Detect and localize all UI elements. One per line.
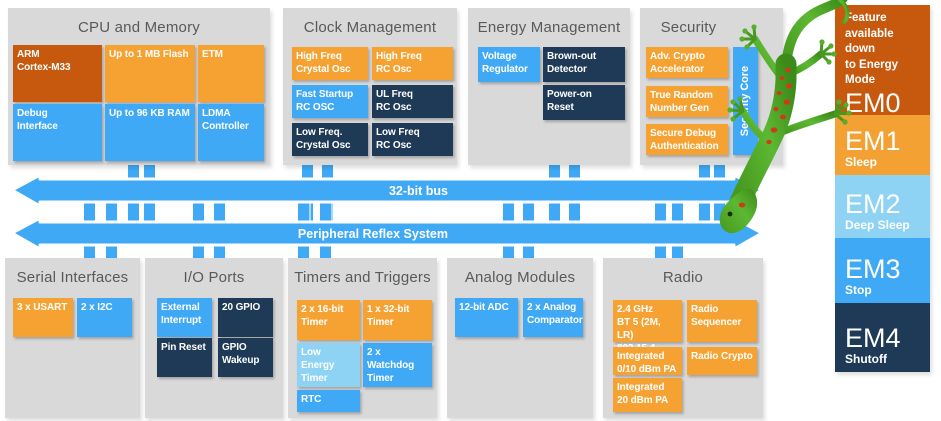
em3-label: EM3 <box>845 253 901 284</box>
block-analog-comparator: 2 x Analog Comparator <box>523 298 583 337</box>
bus-32bit-arrow <box>10 173 764 208</box>
panel-radio: Radio 2.4 GHz BT 5 (2M, LR) 802.15.4 Rad… <box>603 258 763 418</box>
block-hf-crystal-osc: High Freq Crystal Osc <box>292 47 368 80</box>
block-etm: ETM <box>198 45 264 102</box>
block-20-gpio: 20 GPIO <box>218 298 273 337</box>
em4-sublabel: Shutoff <box>845 352 887 366</box>
block-usart: 3 x USART <box>13 298 73 337</box>
block-brownout-detector: Brown-out Detector <box>543 47 625 82</box>
em4-label: EM4 <box>845 322 901 353</box>
panel-title-io-ports: I/O Ports <box>183 269 245 286</box>
em0-label: EM0 <box>845 87 901 118</box>
block-arm-cortex-m33: ARM Cortex-M33 <box>13 45 102 102</box>
panel-title-radio: Radio <box>662 269 704 286</box>
block-lf-crystal-osc: Low Freq. Crystal Osc <box>292 123 368 156</box>
panel-cpu-and-memory: CPU and Memory ARM Cortex-M33 Up to 1 MB… <box>8 8 270 165</box>
panel-title-energy-management: Energy Management <box>477 19 621 36</box>
em2-sublabel: Deep Sleep <box>845 218 910 232</box>
block-gpio-wakeup: GPIO Wakeup <box>218 338 273 377</box>
panel-title-serial-interfaces: Serial Interfaces <box>16 269 129 286</box>
block-pin-reset: Pin Reset <box>157 338 212 377</box>
energy-mode-em0: Feature available down to Energy Mode EM… <box>835 5 930 131</box>
panel-timers-and-triggers: Timers and Triggers 2 x 16-bit Timer 1 x… <box>288 258 437 418</box>
block-ldma-controller: LDMA Controller <box>198 104 264 161</box>
block-12bit-adc: 12-bit ADC <box>455 298 518 337</box>
energy-mode-em3: EM3 Stop <box>835 238 930 303</box>
panel-title-analog-modules: Analog Modules <box>464 269 576 286</box>
em2-label: EM2 <box>845 188 901 219</box>
block-pa-20-dbm: Integrated 20 dBm PA <box>613 378 682 412</box>
bus-prs-label: Peripheral Reflex System <box>298 227 448 241</box>
block-flash: Up to 1 MB Flash <box>105 45 195 102</box>
panel-title-cpu-and-memory: CPU and Memory <box>77 19 200 36</box>
block-power-on-reset: Power-on Reset <box>543 85 625 120</box>
block-radio-sequencer: Radio Sequencer <box>687 300 757 342</box>
panel-analog-modules: Analog Modules 12-bit ADC 2 x Analog Com… <box>447 258 593 418</box>
block-32bit-timer: 1 x 32-bit Timer <box>363 300 432 340</box>
block-radio-crypto: Radio Crypto <box>687 347 757 375</box>
energy-mode-em1: EM1 Sleep <box>835 115 930 175</box>
panel-serial-interfaces: Serial Interfaces 3 x USART 2 x I2C <box>5 258 140 418</box>
block-security-core: Security Core <box>733 47 758 155</box>
block-voltage-regulator: Voltage Regulator <box>478 47 540 82</box>
bus-32bit-label: 32-bit bus <box>389 184 448 198</box>
block-adv-crypto-accelerator: Adv. Crypto Accelerator <box>646 47 728 78</box>
block-i2c: 2 x I2C <box>77 298 132 337</box>
panel-title-security: Security <box>660 19 717 36</box>
block-low-energy-timer: Low Energy Timer <box>297 343 360 387</box>
block-16bit-timer: 2 x 16-bit Timer <box>297 300 360 340</box>
energy-mode-legend: Feature available down to Energy Mode EM… <box>835 5 930 372</box>
block-hf-rc-osc: High Freq RC Osc <box>372 47 453 80</box>
block-pa-0-10-dbm: Integrated 0/10 dBm PA <box>613 347 682 375</box>
block-fast-startup-rc-osc: Fast Startup RC OSC <box>292 85 368 118</box>
block-debug-interface: Debug Interface <box>13 104 102 161</box>
em1-sublabel: Sleep <box>845 155 878 169</box>
block-watchdog-timer: 2 x Watchdog Timer <box>363 343 432 387</box>
panel-clock-management: Clock Management High Freq Crystal Osc H… <box>283 8 457 165</box>
gecko-mascot-image <box>719 0 852 234</box>
block-true-random-number-gen: True Random Number Gen <box>646 86 728 117</box>
block-ram: Up to 96 KB RAM <box>105 104 195 161</box>
block-rtc: RTC <box>297 390 360 412</box>
panel-title-timers-and-triggers: Timers and Triggers <box>294 269 431 286</box>
block-external-interrupt: External Interrupt <box>157 298 212 337</box>
panel-io-ports: I/O Ports External Interrupt 20 GPIO Pin… <box>145 258 283 418</box>
em1-label: EM1 <box>845 125 901 156</box>
energy-mode-em2: EM2 Deep Sleep <box>835 175 930 238</box>
energy-mode-em4: EM4 Shutoff <box>835 303 930 372</box>
em3-sublabel: Stop <box>845 283 872 297</box>
panel-energy-management: Energy Management Voltage Regulator Brow… <box>468 8 630 165</box>
block-lf-rc-osc: Low Freq RC Osc <box>372 123 453 156</box>
block-radio-protocols: 2.4 GHz BT 5 (2M, LR) 802.15.4 <box>613 300 682 354</box>
bus-arrows: 32-bit bus Peripheral Reflex System <box>10 173 764 251</box>
bus-prs-arrow <box>10 216 764 251</box>
block-ul-freq-rc-osc: UL Freq RC Osc <box>372 85 453 118</box>
panel-title-clock-management: Clock Management <box>303 19 437 36</box>
energy-mode-legend-header: Feature available down to Energy Mode <box>845 12 899 87</box>
panel-security: Security Adv. Crypto Accelerator True Ra… <box>640 8 783 165</box>
block-secure-debug-authentication: Secure Debug Authentication <box>646 124 728 155</box>
